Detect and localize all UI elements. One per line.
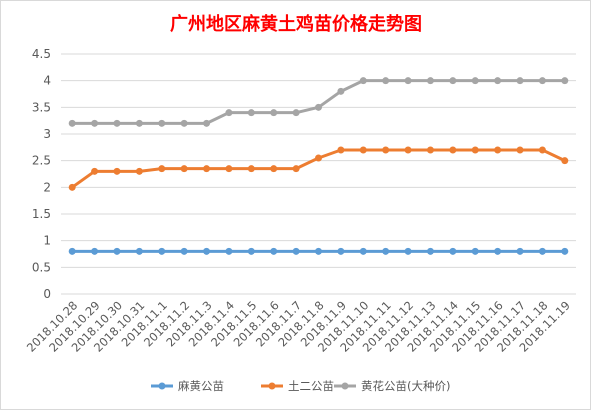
data-point <box>359 247 367 255</box>
data-point <box>404 77 412 85</box>
data-point <box>426 247 434 255</box>
series-lines <box>68 77 569 255</box>
data-point <box>113 167 121 175</box>
data-point <box>516 146 524 154</box>
data-point <box>225 247 233 255</box>
data-point <box>68 247 76 255</box>
data-point <box>158 119 166 127</box>
data-point <box>561 77 569 85</box>
data-point <box>561 157 569 165</box>
data-point <box>315 247 322 255</box>
data-point <box>337 87 345 95</box>
data-point <box>315 103 322 111</box>
data-point <box>135 167 143 175</box>
series-1 <box>68 146 569 191</box>
y-tick-label: 0 <box>43 287 51 301</box>
data-point <box>538 247 546 255</box>
data-point <box>292 109 300 117</box>
legend-label: 麻黄公苗 <box>178 379 224 393</box>
data-point <box>225 109 233 117</box>
data-point <box>382 247 390 255</box>
data-point <box>494 247 502 255</box>
data-point <box>382 146 390 154</box>
data-point <box>426 146 434 154</box>
data-point <box>180 247 188 255</box>
data-point <box>359 146 367 154</box>
data-point <box>404 247 412 255</box>
legend-swatch-marker <box>341 382 349 390</box>
y-tick-label: 4 <box>43 74 51 88</box>
y-tick-label: 2 <box>43 180 51 194</box>
data-point <box>247 109 255 117</box>
y-tick-label: 1.5 <box>32 207 51 221</box>
data-point <box>135 119 143 127</box>
data-point <box>538 146 546 154</box>
chart-title: 广州地区麻黄土鸡苗价格走势图 <box>170 13 422 35</box>
y-tick-label: 0.5 <box>32 260 51 274</box>
data-point <box>449 247 457 255</box>
data-point <box>247 247 255 255</box>
y-tick-label: 3 <box>43 127 51 141</box>
data-point <box>91 247 99 255</box>
data-point <box>494 77 502 85</box>
data-point <box>538 77 546 85</box>
data-point <box>203 119 211 127</box>
data-point <box>180 165 188 173</box>
data-point <box>449 146 457 154</box>
legend-swatch-marker <box>158 382 166 390</box>
data-point <box>247 165 255 173</box>
data-point <box>516 247 524 255</box>
data-point <box>337 146 345 154</box>
y-tick-label: 4.5 <box>32 47 51 61</box>
legend-item: 土二公苗 <box>261 379 334 393</box>
series-2 <box>68 77 569 127</box>
data-point <box>337 247 345 255</box>
data-point <box>270 165 278 173</box>
data-point <box>113 119 121 127</box>
data-point <box>471 146 479 154</box>
series-line <box>72 79 565 125</box>
y-axis-ticks: 0 0.5 1 1.5 2 2.5 3 3.5 4 4.5 <box>32 47 51 301</box>
data-point <box>315 154 322 162</box>
y-tick-label: 3.5 <box>32 100 51 114</box>
legend-label: 黄花公苗(大种价) <box>361 379 450 393</box>
data-point <box>158 165 166 173</box>
legend-swatch-marker <box>268 382 276 390</box>
data-point <box>404 146 412 154</box>
data-point <box>225 165 233 173</box>
data-point <box>382 77 390 85</box>
data-point <box>270 247 278 255</box>
data-point <box>292 247 300 255</box>
data-point <box>135 247 143 255</box>
data-point <box>180 119 188 127</box>
y-tick-label: 2.5 <box>32 154 51 168</box>
legend-label: 土二公苗 <box>288 379 334 393</box>
legend-item: 黄花公苗(大种价) <box>334 379 450 393</box>
data-point <box>449 77 457 85</box>
y-tick-label: 1 <box>43 234 51 248</box>
data-point <box>471 247 479 255</box>
data-point <box>68 183 76 191</box>
data-point <box>426 77 434 85</box>
data-point <box>113 247 121 255</box>
data-point <box>494 146 502 154</box>
legend-item: 麻黄公苗 <box>151 379 224 393</box>
data-point <box>68 119 76 127</box>
data-point <box>292 165 300 173</box>
series-0 <box>68 247 569 255</box>
x-axis-ticks: 2018.10.282018.10.292018.10.302018.10.31… <box>24 298 573 354</box>
data-point <box>91 119 99 127</box>
data-point <box>471 77 479 85</box>
data-point <box>91 167 99 175</box>
data-point <box>203 165 211 173</box>
data-point <box>203 247 211 255</box>
data-point <box>359 77 367 85</box>
data-point <box>270 109 278 117</box>
data-point <box>516 77 524 85</box>
data-point <box>158 247 166 255</box>
legend: 麻黄公苗 土二公苗 黄花公苗(大种价) <box>151 379 450 393</box>
data-point <box>561 247 569 255</box>
